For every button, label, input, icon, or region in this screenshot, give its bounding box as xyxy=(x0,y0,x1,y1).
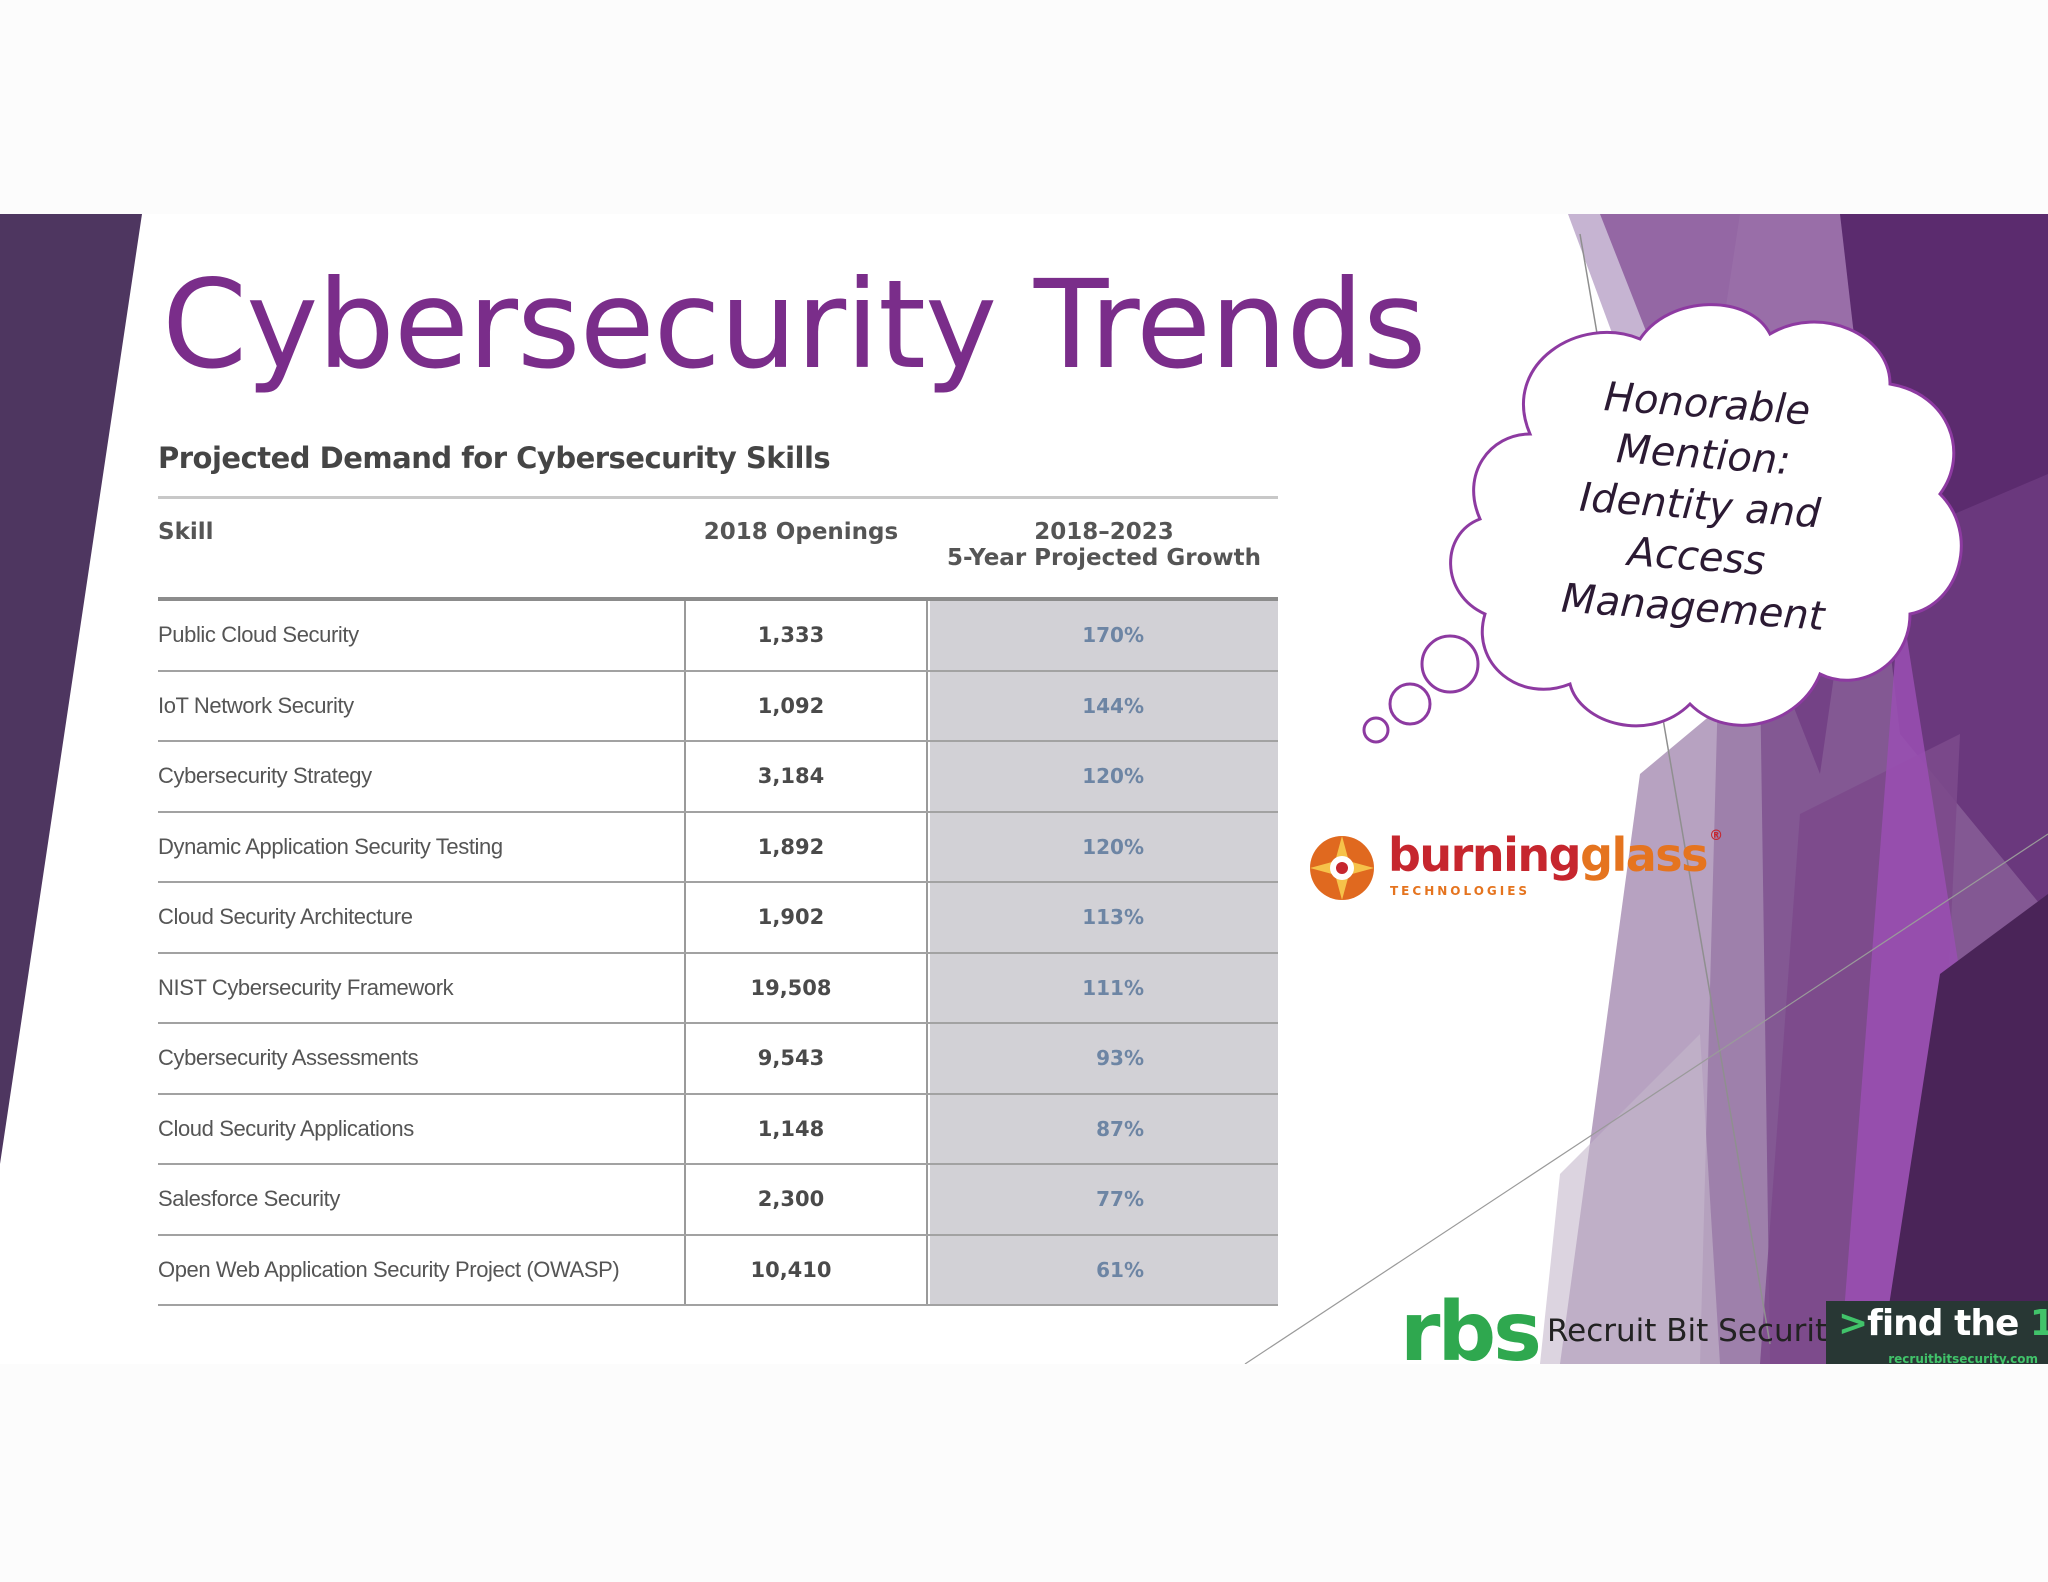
cell-skill: Open Web Application Security Project (O… xyxy=(158,1235,686,1304)
cell-openings: 2,300 xyxy=(686,1165,928,1234)
cell-skill: Cybersecurity Assessments xyxy=(158,1024,686,1093)
cell-skill: Cloud Security Architecture xyxy=(158,883,686,952)
table-header: Skill 2018 Openings 2018–2023 5-Year Pro… xyxy=(158,496,1278,601)
header-growth: 2018–2023 5-Year Projected Growth xyxy=(930,519,1278,571)
cell-openings: 1,092 xyxy=(686,671,928,740)
table-row: Cloud Security Applications 1,148 87% xyxy=(158,1094,1278,1165)
cell-openings: 1,333 xyxy=(686,601,928,670)
header-growth-years: 2018–2023 xyxy=(1034,519,1174,545)
cell-growth: 113% xyxy=(930,883,1278,952)
header-growth-label: 5-Year Projected Growth xyxy=(946,545,1261,571)
cell-growth: 120% xyxy=(930,742,1278,811)
table-title: Projected Demand for Cybersecurity Skill… xyxy=(158,441,831,475)
cell-growth: 61% xyxy=(930,1235,1278,1304)
website-url: recruitbitsecurity.com xyxy=(1888,1352,2038,1364)
table-row: Public Cloud Security 1,333 170% xyxy=(158,601,1278,672)
burningglass-wordmark: burningglass ® xyxy=(1388,828,1723,882)
cell-skill: Cloud Security Applications xyxy=(158,1094,686,1163)
table-row: Dynamic Application Security Testing 1,8… xyxy=(158,812,1278,883)
burningglass-logo: burningglass ® TECHNOLOGIES xyxy=(1308,828,1723,918)
cell-growth: 120% xyxy=(930,812,1278,881)
cell-skill: NIST Cybersecurity Framework xyxy=(158,953,686,1022)
cell-skill: Cybersecurity Strategy xyxy=(158,742,686,811)
cell-openings: 1,902 xyxy=(686,883,928,952)
table-row: NIST Cybersecurity Framework 19,508 111% xyxy=(158,953,1278,1024)
table-row: IoT Network Security 1,092 144% xyxy=(158,671,1278,742)
thought-bubble-text: Honorable Mention: Identity and Access M… xyxy=(1551,370,1848,644)
cell-growth: 93% xyxy=(930,1024,1278,1093)
company-name: Recruit Bit Security xyxy=(1547,1313,1846,1349)
cell-skill: Dynamic Application Security Testing xyxy=(158,812,686,881)
cell-openings: 19,508 xyxy=(686,953,928,1022)
table-row: Cloud Security Architecture 1,902 113% xyxy=(158,883,1278,954)
burningglass-sun-icon xyxy=(1310,836,1374,900)
cell-openings: 9,543 xyxy=(686,1024,928,1093)
cell-growth: 144% xyxy=(930,671,1278,740)
burningglass-subtitle: TECHNOLOGIES xyxy=(1390,884,1531,898)
cell-growth: 111% xyxy=(930,953,1278,1022)
cell-openings: 3,184 xyxy=(686,742,928,811)
find-the-1-badge: >find the 1 recruitbitsecurity.com xyxy=(1826,1301,2048,1364)
table-row: Cybersecurity Assessments 9,543 93% xyxy=(158,1024,1278,1095)
table-row: Cybersecurity Strategy 3,184 120% xyxy=(158,742,1278,813)
rbs-mark: rbs xyxy=(1400,1285,1542,1364)
cell-openings: 1,892 xyxy=(686,812,928,881)
slide: Cybersecurity Trends Projected Demand fo… xyxy=(0,214,2048,1364)
cell-growth: 87% xyxy=(930,1094,1278,1163)
skills-demand-table: Projected Demand for Cybersecurity Skill… xyxy=(158,438,1278,1306)
cell-openings: 1,148 xyxy=(686,1094,928,1163)
cell-growth: 170% xyxy=(930,601,1278,670)
cell-skill: Public Cloud Security xyxy=(158,601,686,670)
table-row: Salesforce Security 2,300 77% xyxy=(158,1165,1278,1236)
cell-openings: 10,410 xyxy=(686,1235,928,1304)
left-purple-band xyxy=(0,214,142,1164)
header-skill: Skill xyxy=(158,519,214,545)
cell-skill: Salesforce Security xyxy=(158,1165,686,1234)
cell-skill: IoT Network Security xyxy=(158,671,686,740)
tagline: >find the 1 xyxy=(1838,1303,2048,1344)
table-row: Open Web Application Security Project (O… xyxy=(158,1235,1278,1306)
thought-bubble xyxy=(1362,303,1963,744)
header-openings: 2018 Openings xyxy=(703,519,899,545)
cell-growth: 77% xyxy=(930,1165,1278,1234)
slide-title: Cybersecurity Trends xyxy=(162,254,1426,396)
